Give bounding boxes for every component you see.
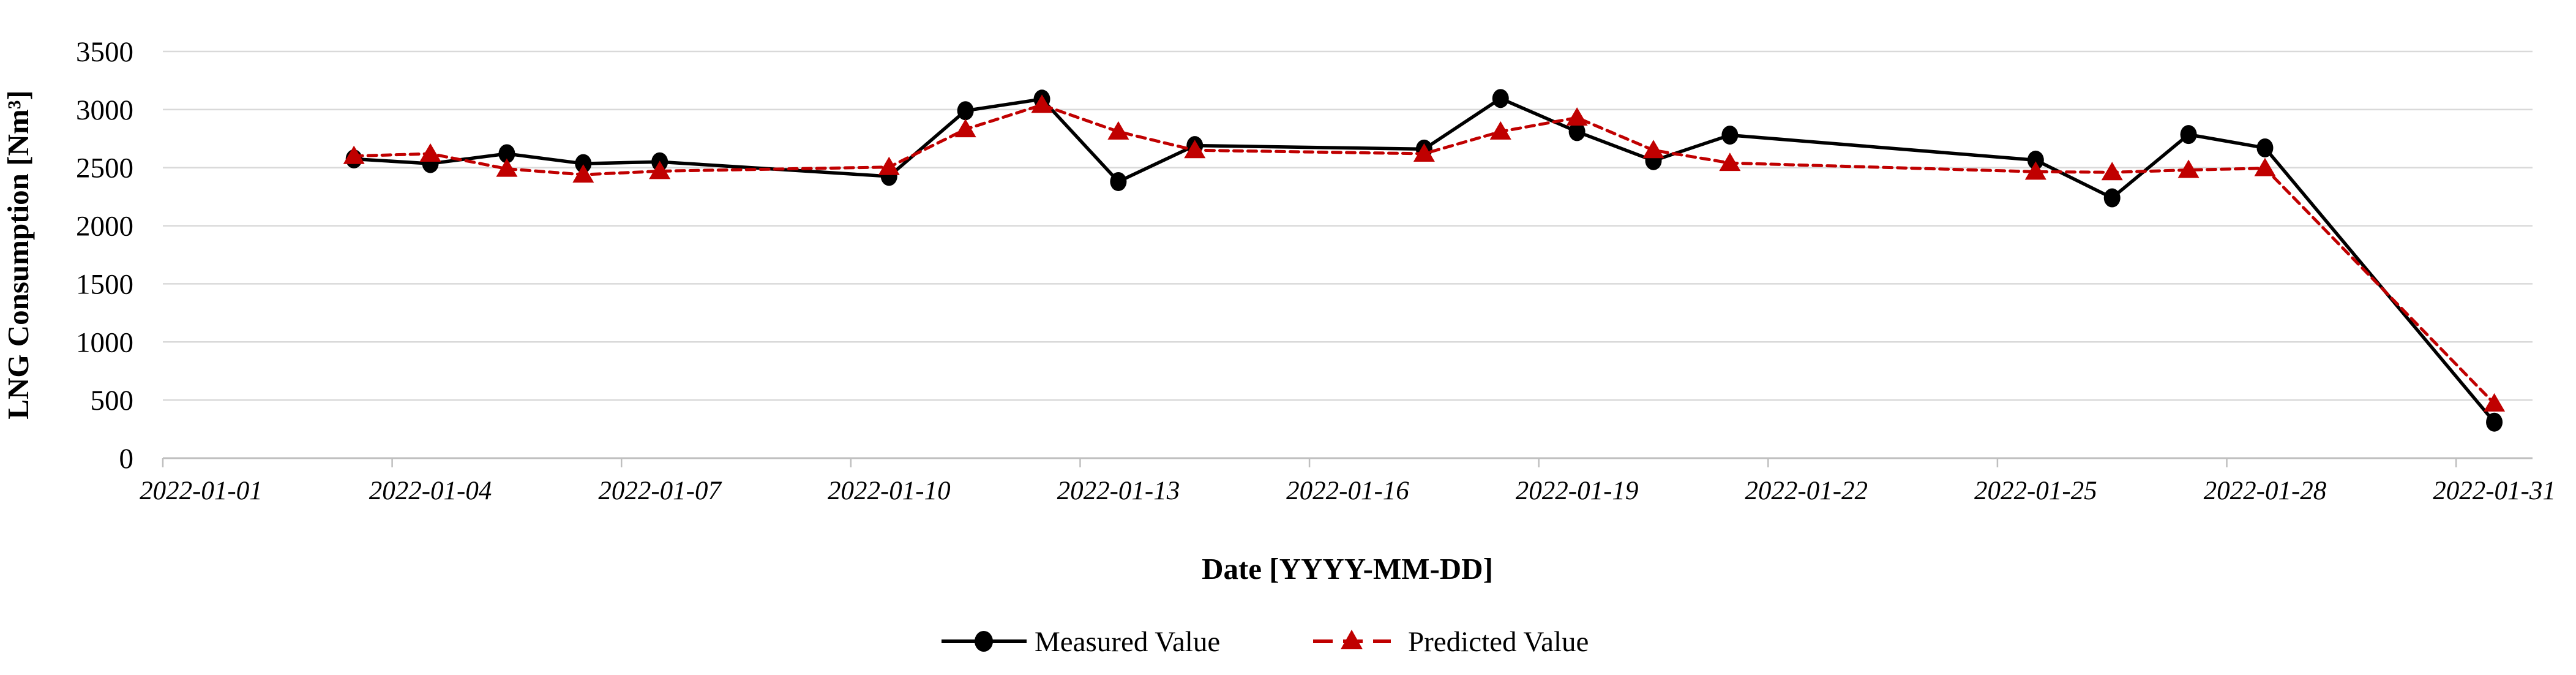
legend-item-predicted: Predicted Value xyxy=(1313,626,1589,658)
predicted-point-marker xyxy=(2177,159,2200,178)
predicted-point-marker xyxy=(1031,94,1053,113)
predicted-point-marker xyxy=(496,158,518,177)
y-tick-label: 3500 xyxy=(76,36,133,68)
predicted-point-marker xyxy=(1719,153,1741,172)
x-date-label: 2022-01-16 xyxy=(1286,477,1409,505)
measured-point-marker xyxy=(1568,122,1586,141)
y-axis-title: LNG Consumption [Nm³] xyxy=(1,90,35,419)
predicted-point-marker xyxy=(419,143,441,162)
measured-point-marker xyxy=(575,154,592,173)
y-tick-label: 500 xyxy=(91,385,134,417)
predicted-point-marker xyxy=(1642,140,1664,159)
x-axis-title: Date [YYYY-MM-DD] xyxy=(1202,552,1493,586)
measured-point-marker xyxy=(2256,138,2274,157)
x-date-label: 2022-01-25 xyxy=(1974,477,2097,505)
plot-area: 0 500 1000 1500 2000 2500 3000 3500 2022-01-01 20… xyxy=(76,36,2556,505)
predicted-point-marker xyxy=(2484,393,2506,412)
measured-circle-marker-icon xyxy=(975,631,993,652)
measured-point-marker xyxy=(1110,172,1127,191)
measured-point-marker xyxy=(1492,89,1509,108)
predicted-point-marker xyxy=(1184,140,1206,159)
x-date-label: 2022-01-19 xyxy=(1516,477,1639,505)
predicted-point-marker xyxy=(954,119,976,138)
predicted-point-marker xyxy=(2254,157,2276,176)
legend-label-predicted: Predicted Value xyxy=(1408,626,1589,658)
measured-point-marker xyxy=(2486,412,2503,432)
predicted-point-marker xyxy=(1566,107,1588,126)
measured-point-marker xyxy=(2103,188,2121,208)
x-date-label: 2022-01-31 xyxy=(2433,477,2556,505)
predicted-triangle-marker-icon xyxy=(1341,630,1363,649)
predicted-point-marker xyxy=(1107,121,1129,140)
x-date-label: 2022-01-04 xyxy=(369,477,492,505)
measured-point-marker xyxy=(498,144,515,164)
y-tick-label: 3000 xyxy=(76,94,133,126)
measured-point-marker xyxy=(957,101,974,121)
legend-item-measured: Measured Value xyxy=(942,626,1220,658)
x-date-label: 2022-01-22 xyxy=(1745,477,1868,505)
legend-label-measured: Measured Value xyxy=(1035,626,1220,658)
predicted-value-line xyxy=(352,103,2496,405)
y-tick-label: 1500 xyxy=(76,268,133,300)
predicted-point-marker xyxy=(878,156,900,175)
predicted-point-marker xyxy=(2024,161,2046,180)
legend: Measured Value Predicted Value xyxy=(942,626,1589,658)
y-tick-label: 2000 xyxy=(76,211,133,243)
predicted-point-marker xyxy=(343,145,365,164)
y-tick-label: 0 xyxy=(119,443,134,475)
y-tick-label: 1000 xyxy=(76,326,133,358)
x-date-label: 2022-01-10 xyxy=(828,477,951,505)
measured-value-line xyxy=(352,97,2496,424)
x-date-label: 2022-01-07 xyxy=(598,477,722,505)
predicted-point-marker xyxy=(572,164,594,183)
x-date-label: 2022-01-13 xyxy=(1057,477,1180,505)
predicted-point-marker xyxy=(2101,162,2123,181)
measured-point-marker xyxy=(2180,125,2197,145)
y-tick-label: 2500 xyxy=(76,153,133,184)
measured-point-marker xyxy=(1721,126,1739,145)
predicted-point-marker xyxy=(1413,143,1435,162)
predicted-point-marker xyxy=(1489,121,1511,140)
x-date-label: 2022-01-01 xyxy=(140,477,263,505)
measured-point-marker xyxy=(2027,150,2044,170)
predicted-point-marker xyxy=(649,160,671,179)
x-date-label: 2022-01-28 xyxy=(2204,477,2327,505)
